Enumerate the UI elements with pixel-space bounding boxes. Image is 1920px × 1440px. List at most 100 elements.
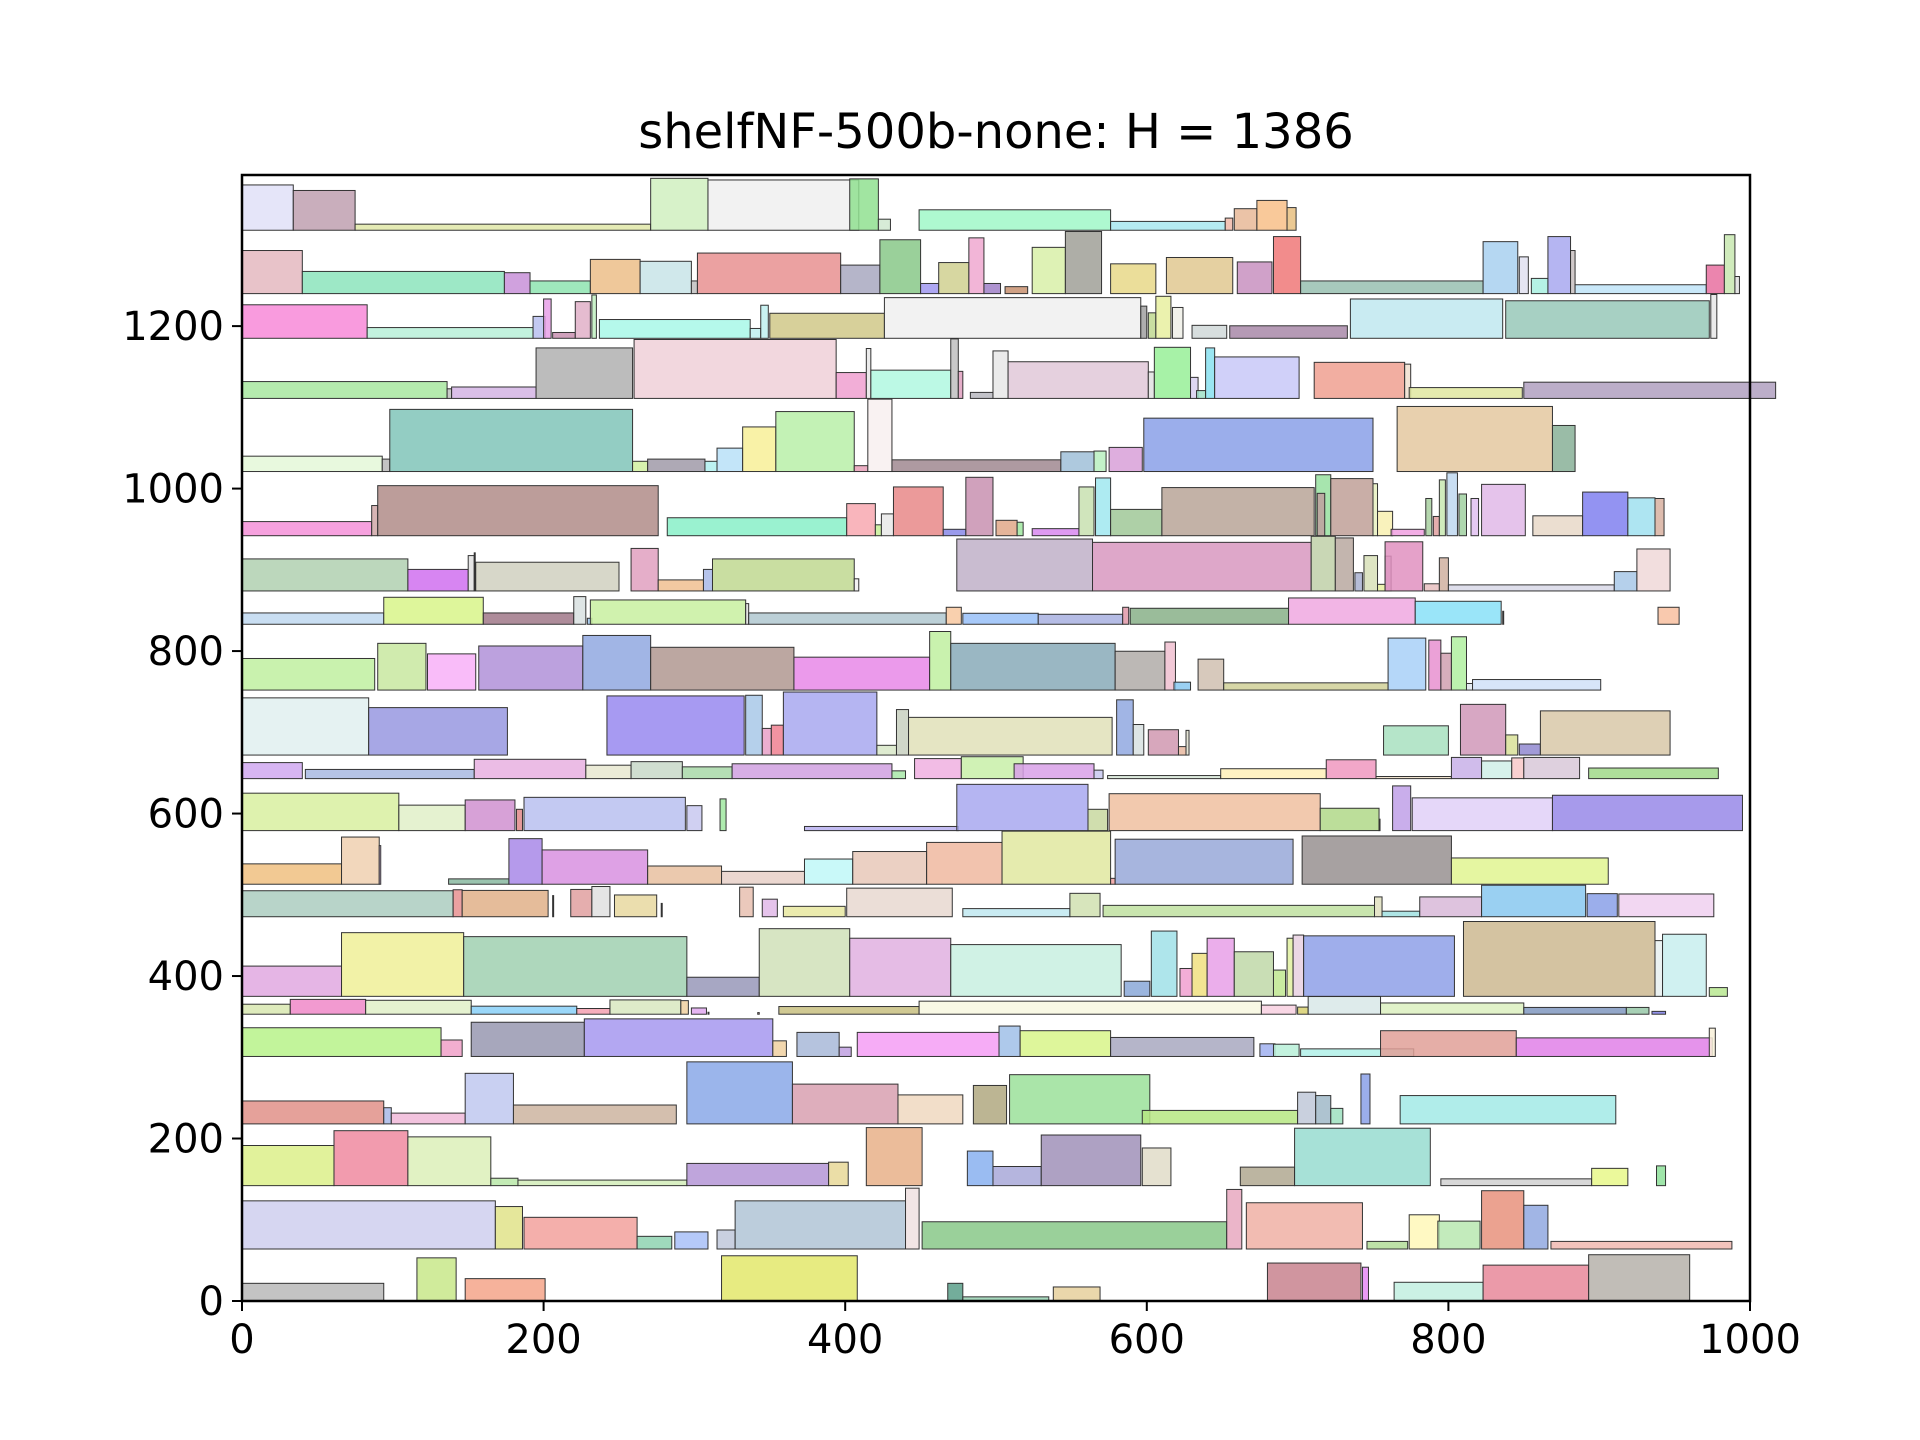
packed-rect — [366, 327, 534, 339]
packed-rect — [1432, 515, 1440, 537]
packed-rect — [835, 372, 867, 399]
packed-rect — [757, 1012, 760, 1015]
packed-rect — [529, 280, 591, 295]
packed-rect — [1037, 613, 1124, 625]
packed-rect — [853, 578, 860, 592]
packed-rect — [1110, 220, 1226, 231]
packed-rect — [1153, 346, 1192, 399]
packed-rect — [1613, 571, 1638, 592]
packed-rect — [470, 1005, 578, 1015]
packed-rect — [1372, 483, 1379, 537]
packed-rect — [470, 1021, 585, 1057]
ticks-layer: 0 200 400 600 800 1000 0 200 400 600 800 1000 1200 — [122, 304, 1801, 1363]
y-tick-label: 800 — [148, 629, 224, 675]
packed-rect — [552, 895, 555, 918]
packed-rect — [770, 724, 784, 756]
packed-rect — [1708, 1027, 1716, 1057]
packed-rect — [1465, 682, 1474, 691]
packed-rect — [660, 902, 663, 918]
packed-rect — [650, 646, 795, 691]
packed-rect — [1408, 387, 1523, 399]
packed-rect — [473, 552, 476, 592]
packed-rect — [1093, 769, 1104, 780]
packed-rect — [1366, 1240, 1409, 1250]
packed-rect — [1523, 756, 1581, 780]
y-tick-label: 400 — [148, 954, 224, 1000]
packed-rect — [1515, 1037, 1713, 1057]
packed-rect — [1292, 934, 1305, 997]
packed-rect — [478, 645, 584, 691]
packed-rect — [1384, 541, 1424, 592]
plot-frame — [240, 173, 1752, 1303]
packed-rect — [1505, 734, 1519, 756]
packed-rect — [897, 1094, 964, 1125]
packed-rect — [867, 398, 893, 473]
packed-rect — [1001, 830, 1112, 885]
packed-rect — [1547, 236, 1572, 295]
packed-rect — [241, 250, 303, 295]
packed-rect — [1245, 1202, 1363, 1250]
packed-rect — [828, 1161, 849, 1187]
packed-rect — [1551, 424, 1576, 473]
packed-rect — [1078, 486, 1095, 537]
packed-rect — [523, 796, 686, 832]
packed-rect — [1191, 952, 1208, 997]
packed-rect — [630, 547, 659, 592]
packed-rect — [690, 280, 698, 295]
packed-rect — [378, 845, 382, 885]
packed-rect — [1064, 231, 1103, 295]
packed-rect — [1396, 405, 1553, 473]
packed-rect — [1165, 256, 1234, 295]
packed-rect — [1419, 896, 1483, 918]
packed-rect — [1031, 246, 1066, 295]
packed-rect — [636, 1235, 673, 1250]
packed-rect — [582, 634, 652, 691]
packed-rect — [950, 944, 1122, 997]
packed-rect — [734, 1200, 907, 1250]
packed-rect — [1092, 541, 1312, 592]
packed-rect — [1316, 492, 1326, 537]
packed-rect — [552, 331, 576, 339]
packed-rect — [1656, 1165, 1667, 1187]
packed-rect — [1334, 537, 1354, 592]
packed-rect — [1140, 305, 1148, 339]
packed-rect — [1069, 892, 1101, 918]
y-tick-label: 0 — [199, 1279, 224, 1325]
packed-rect — [241, 381, 448, 399]
packed-rect — [1132, 724, 1145, 756]
packed-rect — [301, 270, 505, 295]
packed-rect — [390, 1112, 466, 1125]
packed-rect — [1462, 921, 1656, 997]
packed-rect — [1226, 1188, 1243, 1250]
packed-rect — [333, 1130, 409, 1187]
packed-rect — [241, 657, 376, 691]
packed-rect — [464, 1072, 514, 1125]
packed-rect — [1272, 236, 1302, 295]
packed-rect — [962, 612, 1039, 625]
packed-rect — [707, 1011, 710, 1015]
packed-rect — [748, 612, 947, 625]
packed-rect — [1387, 637, 1427, 691]
packed-rect — [938, 262, 970, 295]
packed-rect — [1019, 1030, 1112, 1057]
packed-rect — [1122, 606, 1130, 625]
packed-rect — [1143, 417, 1374, 473]
packed-rect — [398, 804, 466, 832]
packed-rect — [241, 1145, 335, 1187]
packed-rect — [883, 297, 1142, 339]
packed-rect — [573, 596, 587, 625]
packed-rect — [1185, 729, 1190, 756]
packed-rect — [745, 694, 763, 756]
packed-rect — [241, 863, 343, 885]
packed-rect — [1654, 940, 1664, 997]
packed-rect — [1404, 363, 1412, 399]
packed-rect — [1197, 658, 1225, 691]
packed-rect — [1374, 896, 1383, 918]
packed-rect — [1523, 1204, 1549, 1250]
x-tick-label: 600 — [1109, 1317, 1185, 1363]
packed-rect — [947, 1282, 964, 1302]
packed-rect — [1450, 756, 1483, 780]
packed-rect — [838, 1046, 852, 1057]
packed-rect — [517, 1179, 688, 1187]
packed-rect — [1229, 325, 1348, 339]
